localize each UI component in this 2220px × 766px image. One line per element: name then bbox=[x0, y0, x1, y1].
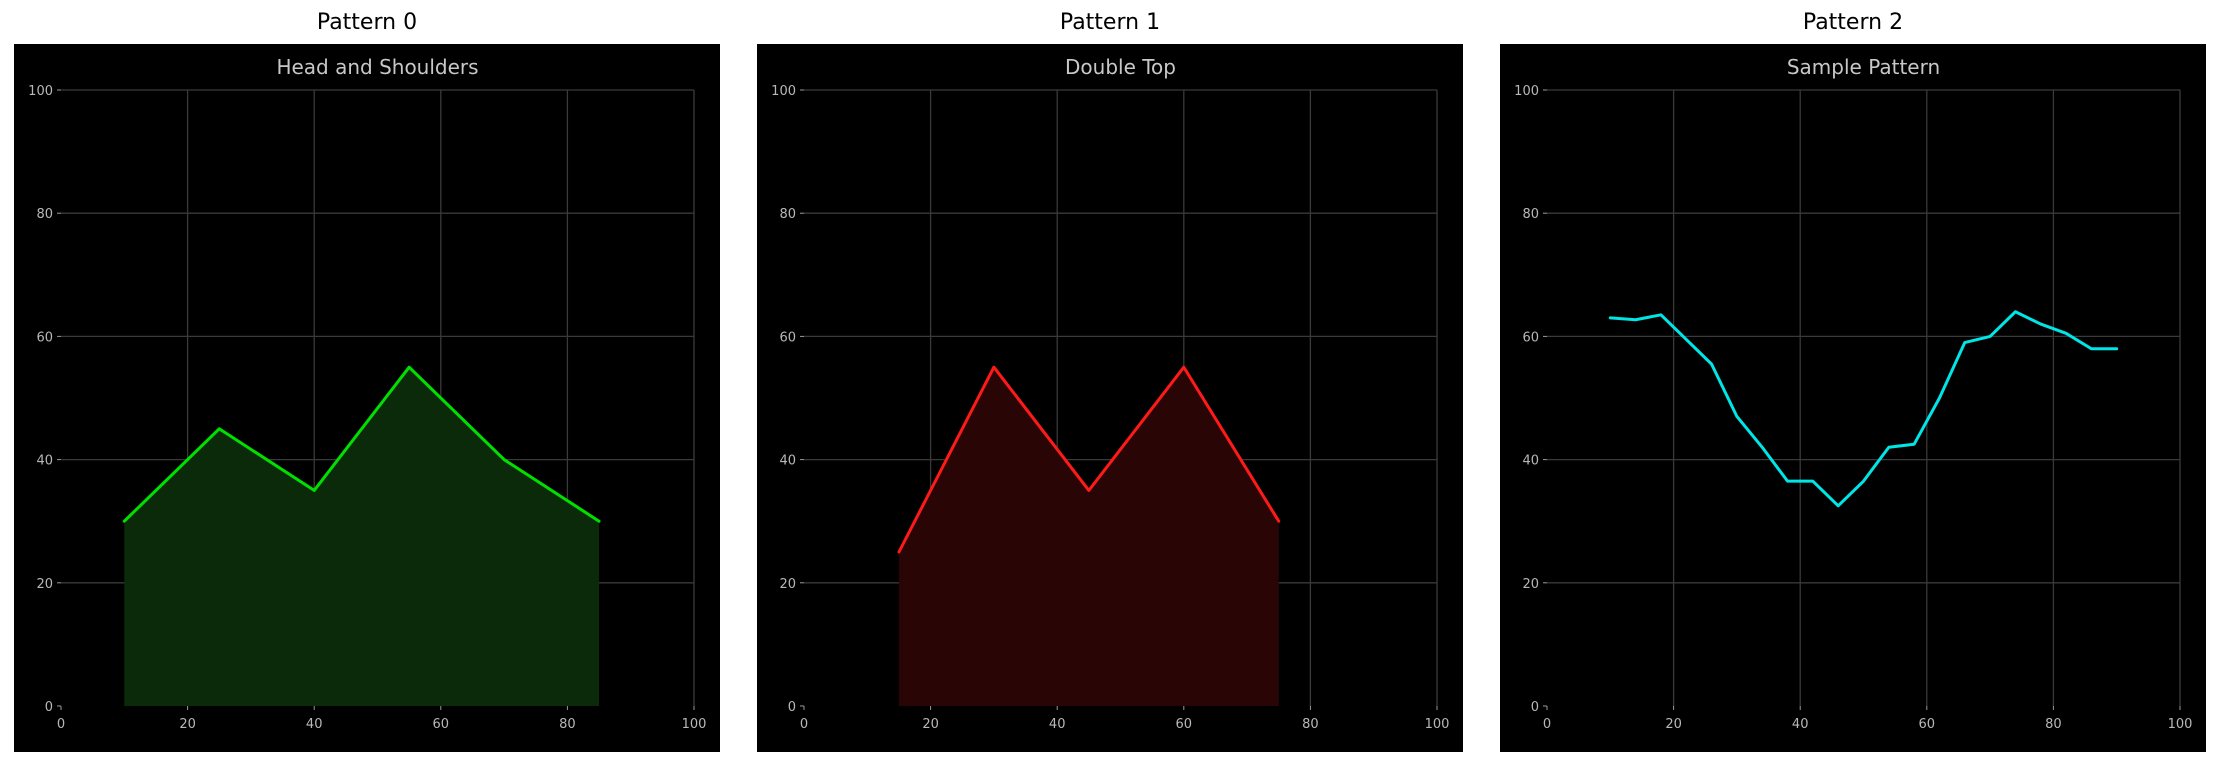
y-tick-label: 20 bbox=[1522, 577, 1539, 592]
x-tick-label: 20 bbox=[922, 717, 939, 732]
data-point bbox=[1710, 363, 1713, 365]
data-point bbox=[1088, 489, 1090, 492]
y-tick-label: 60 bbox=[36, 330, 53, 345]
chart-panel-2: Pattern 2 0 20 40 60 80 100 0 20 40 60 80 100 Sample… bbox=[1500, 0, 2206, 766]
data-point bbox=[1277, 520, 1280, 522]
data-point bbox=[598, 520, 600, 522]
chart-frame: 0 20 40 60 80 100 0 20 40 60 80 100 Double Top bbox=[757, 44, 1463, 752]
data-point bbox=[408, 366, 410, 369]
y-tick-label: 40 bbox=[779, 454, 796, 469]
data-point bbox=[1609, 317, 1612, 319]
x-tick-label: 20 bbox=[179, 717, 196, 732]
data-point bbox=[2115, 347, 2118, 350]
data-point bbox=[1888, 446, 1890, 449]
data-point bbox=[1634, 318, 1637, 321]
y-tick-label: 60 bbox=[1522, 330, 1539, 345]
x-tick-label: 100 bbox=[1425, 717, 1450, 732]
x-tick-label: 0 bbox=[1543, 717, 1551, 732]
data-point bbox=[993, 366, 995, 369]
chart-frame: 0 20 40 60 80 100 0 20 40 60 80 100 Sample Pattern bbox=[1500, 44, 2206, 752]
data-point bbox=[313, 489, 316, 492]
x-tick-label: 80 bbox=[1302, 717, 1319, 732]
data-point bbox=[1837, 505, 1839, 507]
chart-svg: 0 20 40 60 80 100 0 20 40 60 80 100 Sample Pattern bbox=[1514, 55, 2193, 732]
chart-title: Double Top bbox=[1065, 55, 1176, 79]
y-tick-label: 100 bbox=[28, 84, 53, 99]
y-tick-label: 40 bbox=[36, 454, 53, 469]
y-tick-label: 80 bbox=[779, 207, 796, 222]
y-tick-label: 0 bbox=[1531, 700, 1539, 715]
data-point bbox=[1989, 335, 1991, 338]
data-point bbox=[1685, 338, 1688, 341]
y-tick-label: 0 bbox=[45, 700, 53, 715]
x-tick-label: 60 bbox=[1176, 717, 1193, 732]
y-tick-label: 40 bbox=[1522, 454, 1539, 469]
data-point bbox=[503, 458, 505, 461]
x-tick-label: 80 bbox=[559, 717, 576, 732]
data-point bbox=[1938, 397, 1941, 399]
chart-svg: 0 20 40 60 80 100 0 20 40 60 80 100 Head and Shoulde… bbox=[28, 55, 707, 732]
data-point bbox=[2014, 310, 2017, 313]
y-tick-label: 20 bbox=[36, 577, 53, 592]
data-point bbox=[1736, 415, 1738, 418]
x-tick-label: 40 bbox=[1049, 717, 1066, 732]
data-point bbox=[1660, 314, 1662, 316]
data-point bbox=[1963, 341, 1966, 344]
chart-title: Head and Shoulders bbox=[276, 55, 478, 79]
data-point bbox=[123, 520, 126, 522]
y-tick-label: 60 bbox=[779, 330, 796, 345]
series-fill-area bbox=[898, 367, 1279, 706]
chart-frame: 0 20 40 60 80 100 0 20 40 60 80 100 Head and Shoulde… bbox=[14, 44, 720, 752]
chart-title: Sample Pattern bbox=[1787, 55, 1940, 79]
series-line bbox=[1608, 310, 2119, 508]
series-line bbox=[122, 365, 601, 523]
y-tick-label: 80 bbox=[1522, 207, 1539, 222]
data-point bbox=[1913, 443, 1915, 446]
x-tick-label: 20 bbox=[1665, 717, 1682, 732]
data-point bbox=[2039, 323, 2042, 325]
panel-title: Pattern 2 bbox=[1802, 10, 1904, 35]
x-tick-label: 40 bbox=[1792, 717, 1809, 732]
data-point bbox=[898, 551, 900, 553]
x-tick-label: 80 bbox=[2045, 717, 2062, 732]
x-tick-label: 0 bbox=[800, 717, 808, 732]
x-tick-label: 40 bbox=[306, 717, 323, 732]
data-point bbox=[1761, 446, 1764, 449]
y-tick-label: 0 bbox=[788, 700, 796, 715]
y-tick-label: 80 bbox=[36, 207, 53, 222]
y-tick-label: 20 bbox=[779, 577, 796, 592]
chart-panel-0: Pattern 0 0 20 40 60 80 100 0 20 40 60 80 100 Head a… bbox=[14, 0, 720, 766]
data-point bbox=[1786, 480, 1789, 482]
series-fill-area bbox=[124, 367, 600, 706]
panel-title: Pattern 1 bbox=[1059, 10, 1161, 35]
x-tick-label: 100 bbox=[682, 717, 707, 732]
data-point bbox=[2090, 347, 2093, 350]
panel-title: Pattern 0 bbox=[316, 10, 418, 35]
data-point bbox=[218, 428, 221, 430]
data-point bbox=[1862, 480, 1865, 482]
data-point bbox=[1812, 480, 1814, 482]
chart-panel-1: Pattern 1 0 20 40 60 80 100 0 20 40 60 80 100 Double… bbox=[757, 0, 1463, 766]
y-tick-label: 100 bbox=[771, 84, 796, 99]
x-tick-label: 0 bbox=[57, 717, 65, 732]
data-point bbox=[1183, 366, 1185, 369]
x-tick-label: 60 bbox=[1919, 717, 1936, 732]
chart-svg: 0 20 40 60 80 100 0 20 40 60 80 100 Double Top bbox=[771, 55, 1450, 732]
x-tick-label: 100 bbox=[2168, 717, 2193, 732]
y-tick-label: 100 bbox=[1514, 84, 1539, 99]
x-tick-label: 60 bbox=[433, 717, 450, 732]
data-point bbox=[2065, 332, 2067, 335]
